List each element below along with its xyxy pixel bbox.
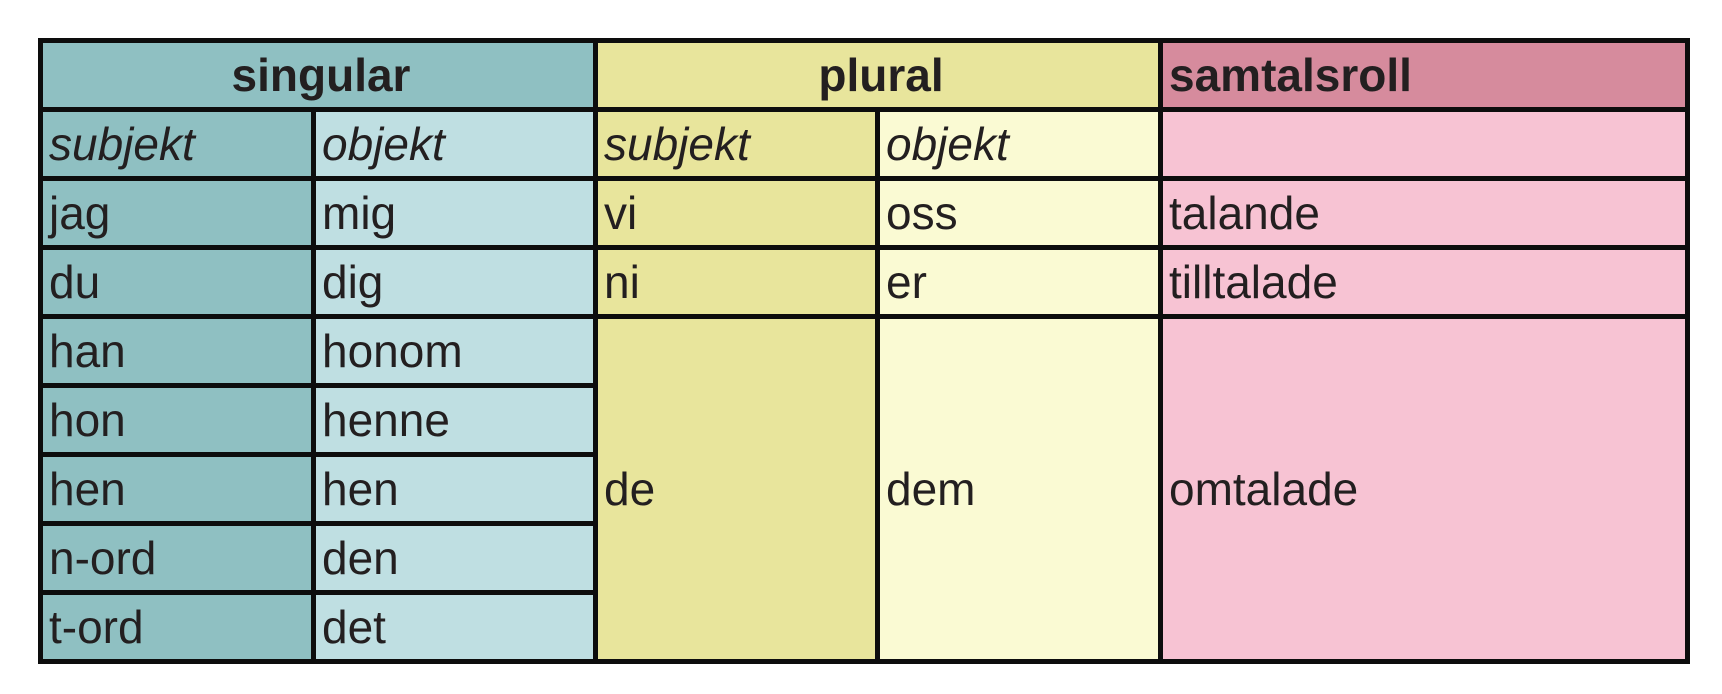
group-header-row: singular plural samtalsroll [38,38,1690,112]
table-row: han honom de dem omtalade [38,314,1690,664]
header-plural: plural [593,38,1163,112]
singular-object-cell: det [311,590,598,664]
table-row: hen hen [38,452,1688,526]
singular-subject-cell: du [38,245,316,319]
table-row: du dig ni er tilltalade [38,245,1690,319]
plural-subject-cell: vi [593,176,880,250]
singular-object-cell: hen [311,452,598,526]
header-role: samtalsroll [1158,38,1690,112]
singular-object-cell: henne [311,383,598,457]
subheader-plural-object: objekt [875,107,1163,181]
singular-subject-cell: han [38,314,316,388]
subheader-row: subjekt objekt subjekt objekt [38,107,1690,181]
role-cell: tilltalade [1158,245,1690,319]
singular-subject-cell: t-ord [38,590,316,664]
singular-subject-cell: hen [38,452,316,526]
role-third-person-cell: omtalade [1158,314,1690,664]
singular-object-cell: den [311,521,598,595]
plural-object-cell: er [875,245,1163,319]
singular-object-cell: honom [311,314,598,388]
singular-subject-cell: jag [38,176,316,250]
subheader-singular-subject: subjekt [38,107,316,181]
header-singular: singular [38,38,598,112]
singular-subject-cell: hon [38,383,316,457]
plural-object-cell: oss [875,176,1163,250]
plural-subject-cell: ni [593,245,880,319]
singular-object-cell: dig [311,245,598,319]
table-row: jag mig vi oss talande [38,176,1690,250]
subheader-role [1158,107,1690,181]
pronoun-table: singular plural samtalsroll subjekt obje… [38,38,1690,664]
table-row: hon henne [38,383,1688,457]
role-cell: talande [1158,176,1690,250]
subheader-singular-object: objekt [311,107,598,181]
singular-object-cell: mig [311,176,598,250]
singular-subject-cell: n-ord [38,521,316,595]
subheader-plural-subject: subjekt [593,107,880,181]
plural-object-third-person-cell: dem [875,314,1163,664]
table-row: n-ord den [38,521,1688,595]
table-row: t-ord det [38,590,1688,664]
plural-subject-third-person-cell: de [593,314,880,664]
